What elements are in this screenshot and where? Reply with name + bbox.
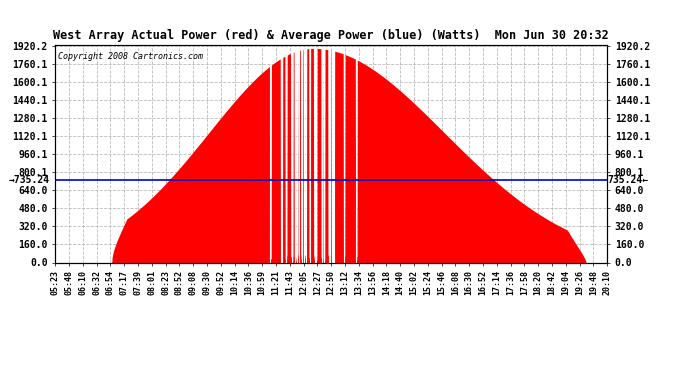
Text: 735.24←: 735.24←: [607, 175, 649, 184]
Title: West Array Actual Power (red) & Average Power (blue) (Watts)  Mon Jun 30 20:32: West Array Actual Power (red) & Average …: [53, 30, 609, 42]
Text: Copyright 2008 Cartronics.com: Copyright 2008 Cartronics.com: [58, 51, 203, 60]
Text: →735.24: →735.24: [8, 175, 50, 184]
